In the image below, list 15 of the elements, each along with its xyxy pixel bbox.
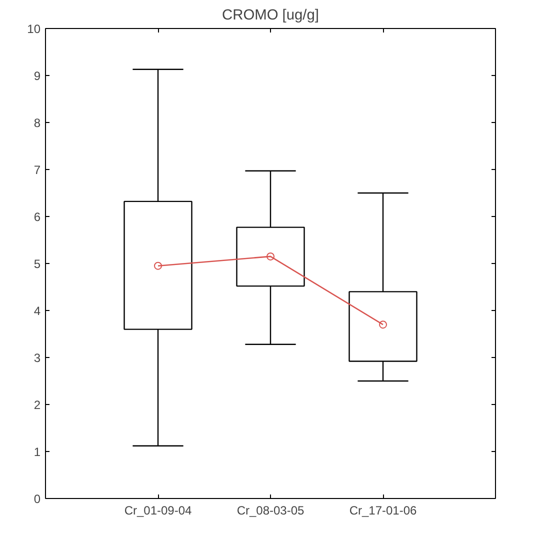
y-tick-label: 4: [34, 304, 41, 318]
y-tick-label: 7: [34, 163, 41, 177]
x-tick-label: Cr_08-03-05: [236, 504, 305, 518]
chart-title: CROMO [ug/g]: [222, 8, 319, 24]
y-tick-label: 9: [34, 69, 41, 83]
y-tick-label: 2: [34, 398, 41, 412]
y-tick-label: 1: [34, 445, 41, 459]
x-tick-label: Cr_17-01-06: [349, 504, 418, 518]
y-tick-label: 10: [27, 22, 41, 36]
y-tick-label: 6: [34, 210, 41, 224]
y-tick-label: 0: [34, 492, 41, 506]
x-tick-label: Cr_01-09-04: [124, 504, 192, 518]
y-tick-label: 5: [34, 257, 41, 271]
y-tick-label: 3: [34, 351, 41, 365]
y-tick-label: 8: [34, 116, 41, 130]
